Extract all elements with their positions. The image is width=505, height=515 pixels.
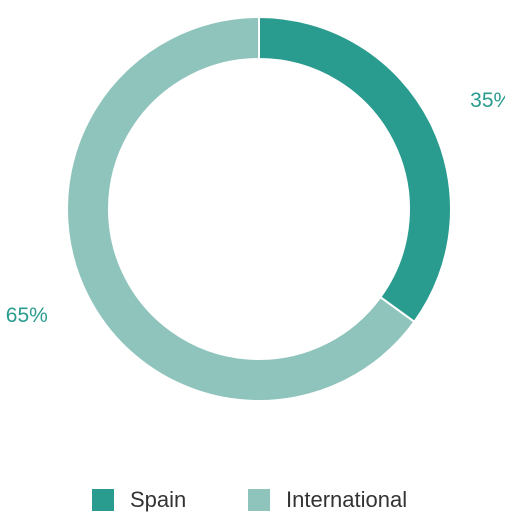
- legend-swatch: [92, 489, 114, 511]
- legend-swatch: [248, 489, 270, 511]
- legend-label: Spain: [130, 487, 186, 512]
- data-label: 35%: [470, 89, 505, 112]
- donut-segment: [66, 15, 416, 402]
- legend-label: International: [286, 487, 407, 512]
- data-label: 65%: [6, 304, 48, 327]
- donut-segment: [258, 15, 452, 324]
